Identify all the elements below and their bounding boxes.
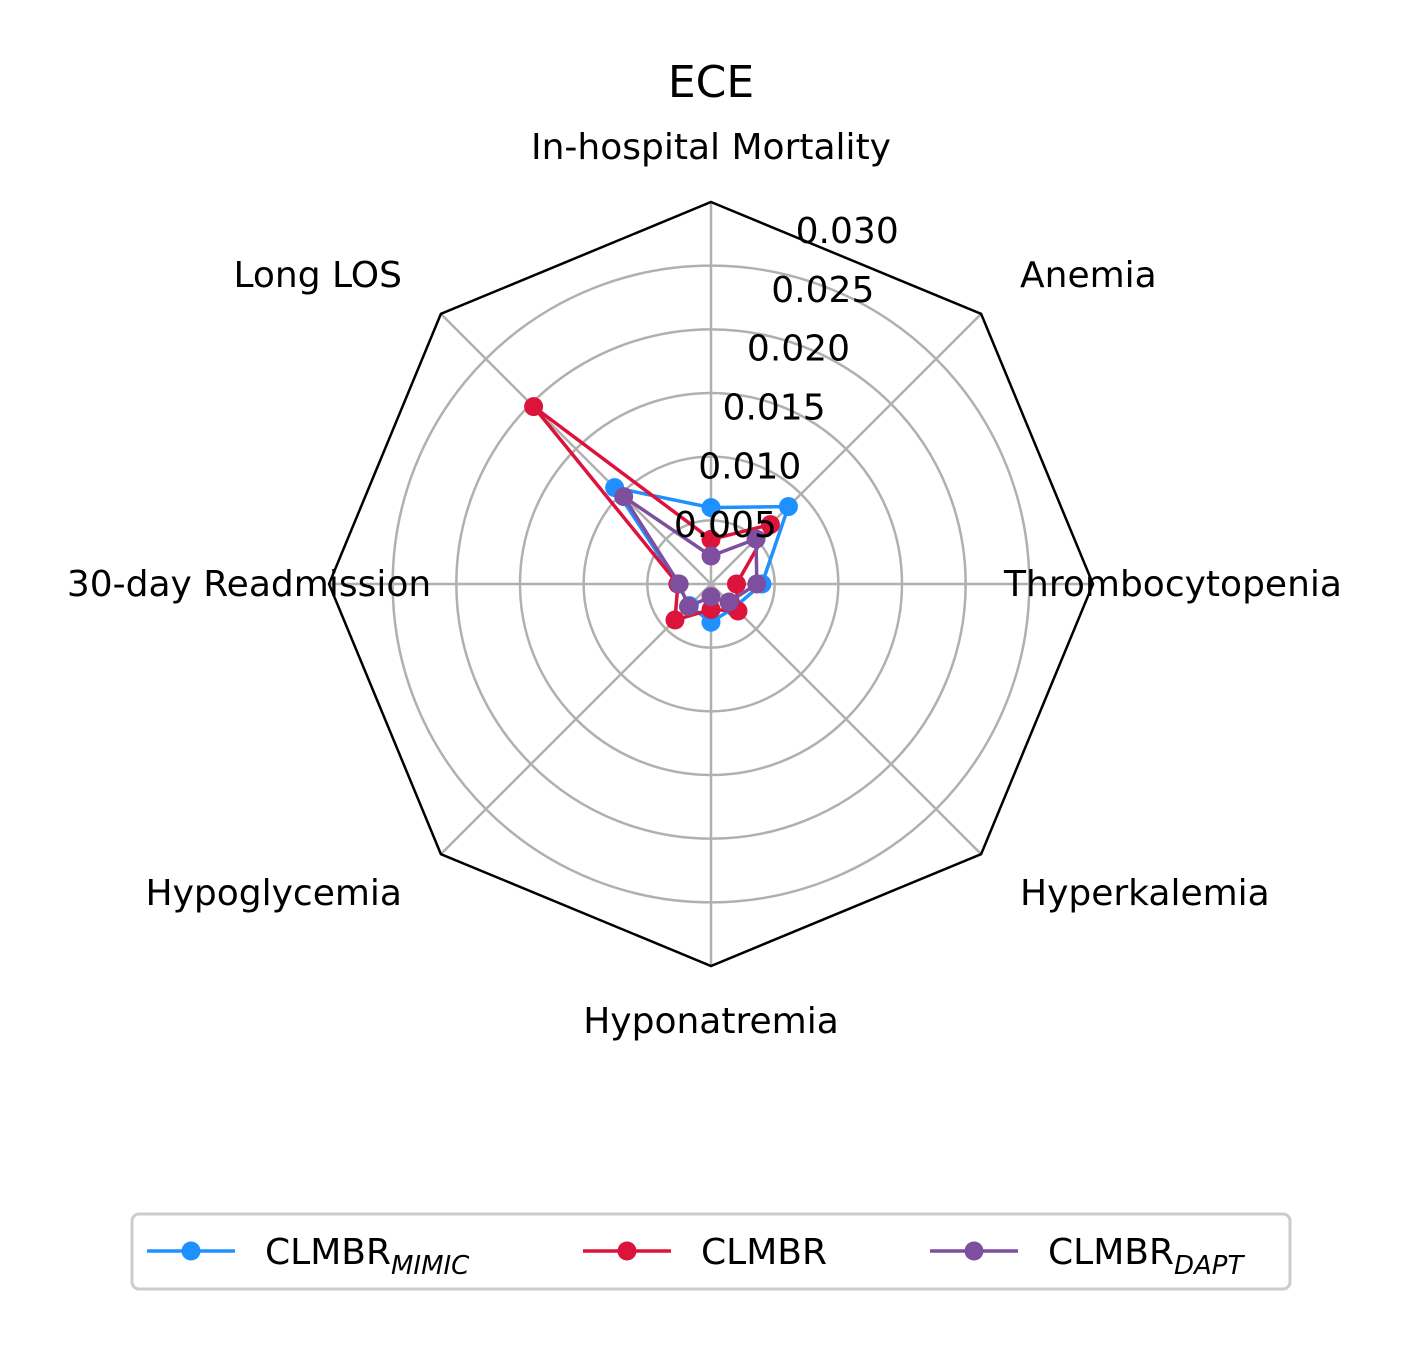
series-point (524, 397, 544, 417)
series-point (665, 610, 685, 630)
axis-labels: In-hospital Mortality Anemia Thrombocytope… (67, 127, 1342, 1042)
series-point (701, 587, 721, 607)
series-point (760, 515, 780, 535)
axis-label: 30-day Readmission (67, 564, 431, 605)
radial-tick-label: 0.020 (747, 329, 850, 370)
axis-label: In-hospital Mortality (531, 127, 891, 168)
legend-marker (964, 1241, 984, 1261)
legend-entry: CLMBRDAPT (930, 1232, 1245, 1281)
legend-box (130, 1212, 1292, 1291)
series-point (701, 546, 721, 566)
axis-label: Long LOS (233, 255, 402, 296)
grid-spoke (440, 313, 712, 585)
axis-label: Hyperkalemia (1020, 873, 1270, 914)
series-point (719, 592, 739, 612)
series-point (778, 497, 798, 517)
radial-tick-label: 0.030 (796, 211, 899, 252)
legend-label: CLMBRDAPT (1048, 1232, 1245, 1281)
radar-frame-outline (327, 200, 1095, 968)
series-point (747, 574, 767, 594)
legend-marker (181, 1241, 201, 1261)
chart-title: ECE (668, 57, 754, 108)
axis-label: Hyponatremia (583, 1001, 839, 1042)
legend: CLMBRMIMIC CLMBR CLMBRDAPT (130, 1212, 1292, 1291)
legend-entry: CLMBRMIMIC (147, 1232, 470, 1281)
series-point (614, 487, 634, 507)
series-point (678, 597, 698, 617)
axis-label: Hypoglycemia (146, 873, 402, 914)
legend-entry: CLMBR (583, 1232, 827, 1273)
series-point (701, 498, 721, 518)
radar-frame (327, 200, 1095, 968)
radial-tick-label: 0.015 (723, 388, 826, 429)
radial-tick-label: 0.010 (698, 446, 801, 487)
radial-tick-label: 0.025 (771, 270, 874, 311)
axis-label: Anemia (1020, 255, 1157, 296)
radar-series (524, 397, 798, 632)
radial-tick-labels: 0.005 0.010 0.015 0.020 0.025 0.030 (674, 211, 899, 546)
series-point (669, 574, 689, 594)
grid-spoke (710, 583, 982, 855)
series-point (746, 529, 766, 549)
legend-label: CLMBRMIMIC (265, 1232, 470, 1281)
series-point (726, 574, 746, 594)
grid-spoke (440, 583, 712, 855)
axis-label: Thrombocytopenia (1003, 564, 1342, 605)
radar-grid (329, 202, 1093, 966)
legend-label: CLMBR (701, 1232, 827, 1273)
radial-tick-label: 0.005 (674, 505, 777, 546)
legend-marker (617, 1241, 637, 1261)
series-point (701, 529, 721, 549)
series-2 (614, 487, 767, 617)
